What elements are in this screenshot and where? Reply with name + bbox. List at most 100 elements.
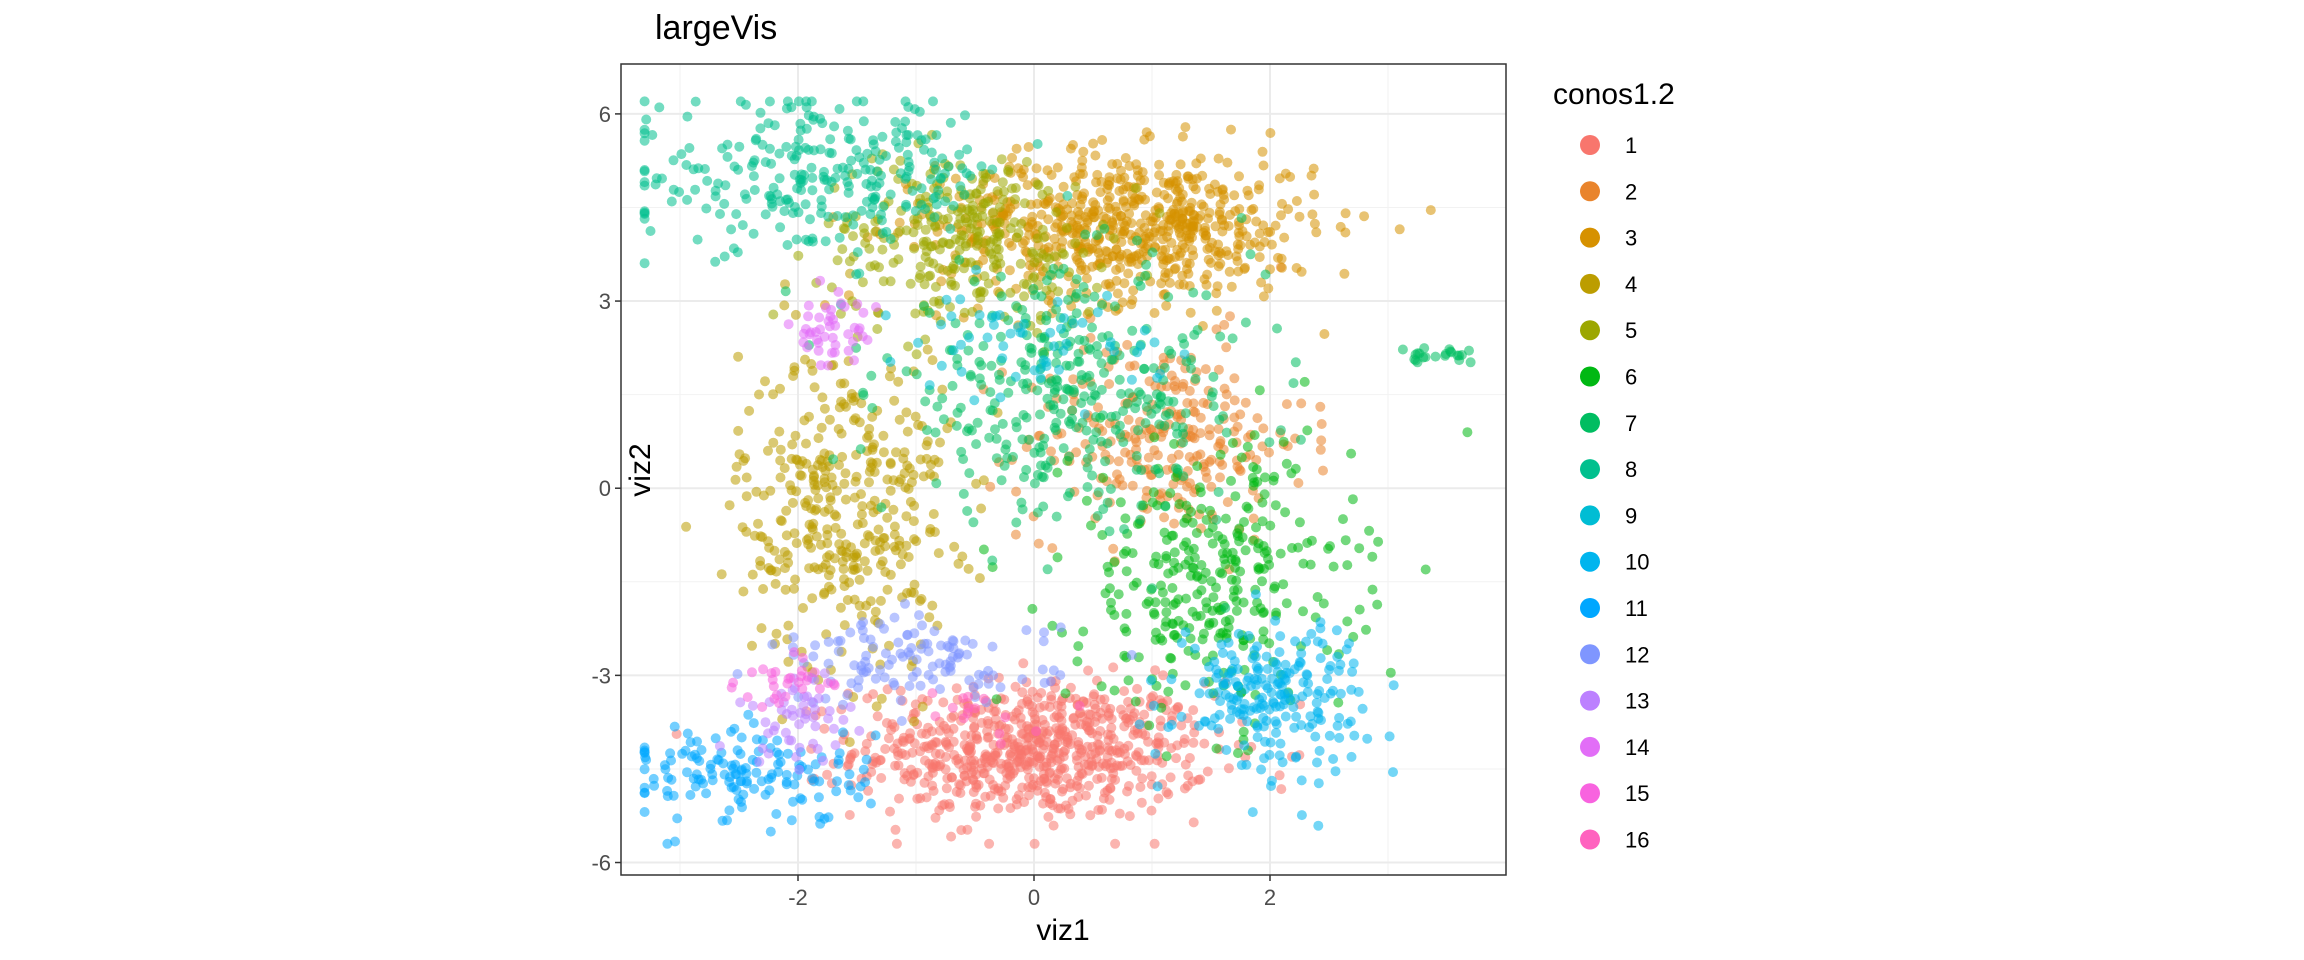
- data-point: [1388, 767, 1398, 778]
- data-point: [1195, 153, 1206, 164]
- data-point: [1135, 782, 1146, 792]
- data-point: [1180, 627, 1191, 638]
- data-point: [968, 683, 979, 693]
- data-point: [894, 226, 905, 237]
- data-point: [950, 280, 960, 291]
- data-point: [1161, 607, 1172, 618]
- data-point: [685, 790, 696, 800]
- data-point: [963, 563, 974, 574]
- data-point: [974, 310, 985, 320]
- data-point: [911, 369, 922, 380]
- data-point: [1005, 203, 1016, 214]
- data-point: [1289, 722, 1300, 733]
- data-point: [885, 485, 896, 496]
- data-point: [1003, 166, 1014, 177]
- data-point: [763, 118, 774, 129]
- data-point: [741, 491, 752, 502]
- data-point: [780, 286, 791, 297]
- data-point: [994, 728, 1005, 739]
- legend-label: 8: [1625, 457, 1637, 482]
- data-point: [758, 664, 769, 675]
- data-point: [676, 149, 687, 160]
- data-point: [1135, 218, 1146, 229]
- data-point: [1206, 720, 1217, 731]
- data-point: [1233, 748, 1243, 759]
- data-point: [1465, 357, 1476, 368]
- data-point: [823, 360, 833, 371]
- data-point: [1226, 281, 1237, 292]
- data-point: [939, 168, 950, 179]
- data-point: [807, 593, 818, 604]
- data-point: [828, 454, 839, 465]
- data-point: [1200, 225, 1211, 236]
- data-point: [1106, 597, 1116, 608]
- data-point: [889, 521, 900, 532]
- data-point: [1192, 571, 1202, 582]
- data-point: [1107, 159, 1118, 170]
- data-point: [878, 430, 889, 441]
- data-point: [682, 194, 693, 205]
- data-point: [803, 110, 814, 121]
- data-point: [850, 476, 861, 487]
- data-point: [1270, 701, 1281, 712]
- data-point: [920, 204, 931, 215]
- data-point: [1333, 697, 1344, 708]
- data-point: [996, 475, 1007, 486]
- data-point: [1058, 249, 1069, 260]
- data-point: [639, 135, 650, 146]
- data-point: [843, 329, 854, 340]
- data-point: [864, 531, 875, 542]
- data-point: [1110, 201, 1121, 212]
- data-point: [757, 139, 768, 150]
- data-point: [774, 698, 785, 709]
- data-point: [915, 454, 926, 465]
- data-point: [1058, 443, 1069, 454]
- data-point: [1175, 159, 1186, 170]
- data-point: [1148, 607, 1159, 618]
- data-point: [1163, 686, 1174, 697]
- data-point: [931, 199, 942, 210]
- data-point: [1217, 460, 1228, 470]
- data-point: [783, 673, 794, 684]
- data-point: [1188, 737, 1199, 748]
- data-point: [908, 516, 919, 527]
- data-point: [1099, 223, 1110, 234]
- data-point: [1150, 665, 1161, 676]
- data-point: [780, 727, 791, 738]
- data-point: [749, 155, 760, 166]
- data-point: [1023, 782, 1034, 792]
- data-point: [1116, 237, 1127, 247]
- data-point: [862, 565, 873, 576]
- data-point: [885, 356, 896, 367]
- data-point: [839, 478, 850, 489]
- data-point: [877, 244, 888, 255]
- data-point: [1342, 560, 1353, 571]
- data-point: [1119, 743, 1130, 754]
- data-point: [1032, 385, 1043, 396]
- data-point: [1188, 705, 1199, 716]
- data-point: [857, 501, 868, 512]
- data-point: [1092, 169, 1103, 180]
- data-point: [955, 181, 966, 192]
- data-point: [988, 670, 999, 681]
- data-point: [1116, 249, 1127, 260]
- data-point: [1042, 393, 1053, 404]
- data-point: [1134, 719, 1145, 730]
- data-point: [1204, 688, 1215, 699]
- data-point: [874, 618, 885, 629]
- data-point: [789, 365, 800, 376]
- data-point: [1093, 402, 1103, 413]
- data-point: [1291, 751, 1302, 762]
- data-point: [838, 699, 848, 710]
- legend-key: [1580, 551, 1600, 572]
- data-point: [1043, 242, 1054, 253]
- data-point: [1126, 252, 1137, 263]
- data-point: [1022, 756, 1033, 767]
- data-point: [1097, 135, 1108, 145]
- data-point: [737, 522, 748, 533]
- legend-label: 16: [1625, 828, 1649, 853]
- data-point: [995, 738, 1006, 749]
- data-point: [944, 798, 955, 809]
- data-point: [1007, 183, 1017, 194]
- data-point: [1159, 512, 1170, 523]
